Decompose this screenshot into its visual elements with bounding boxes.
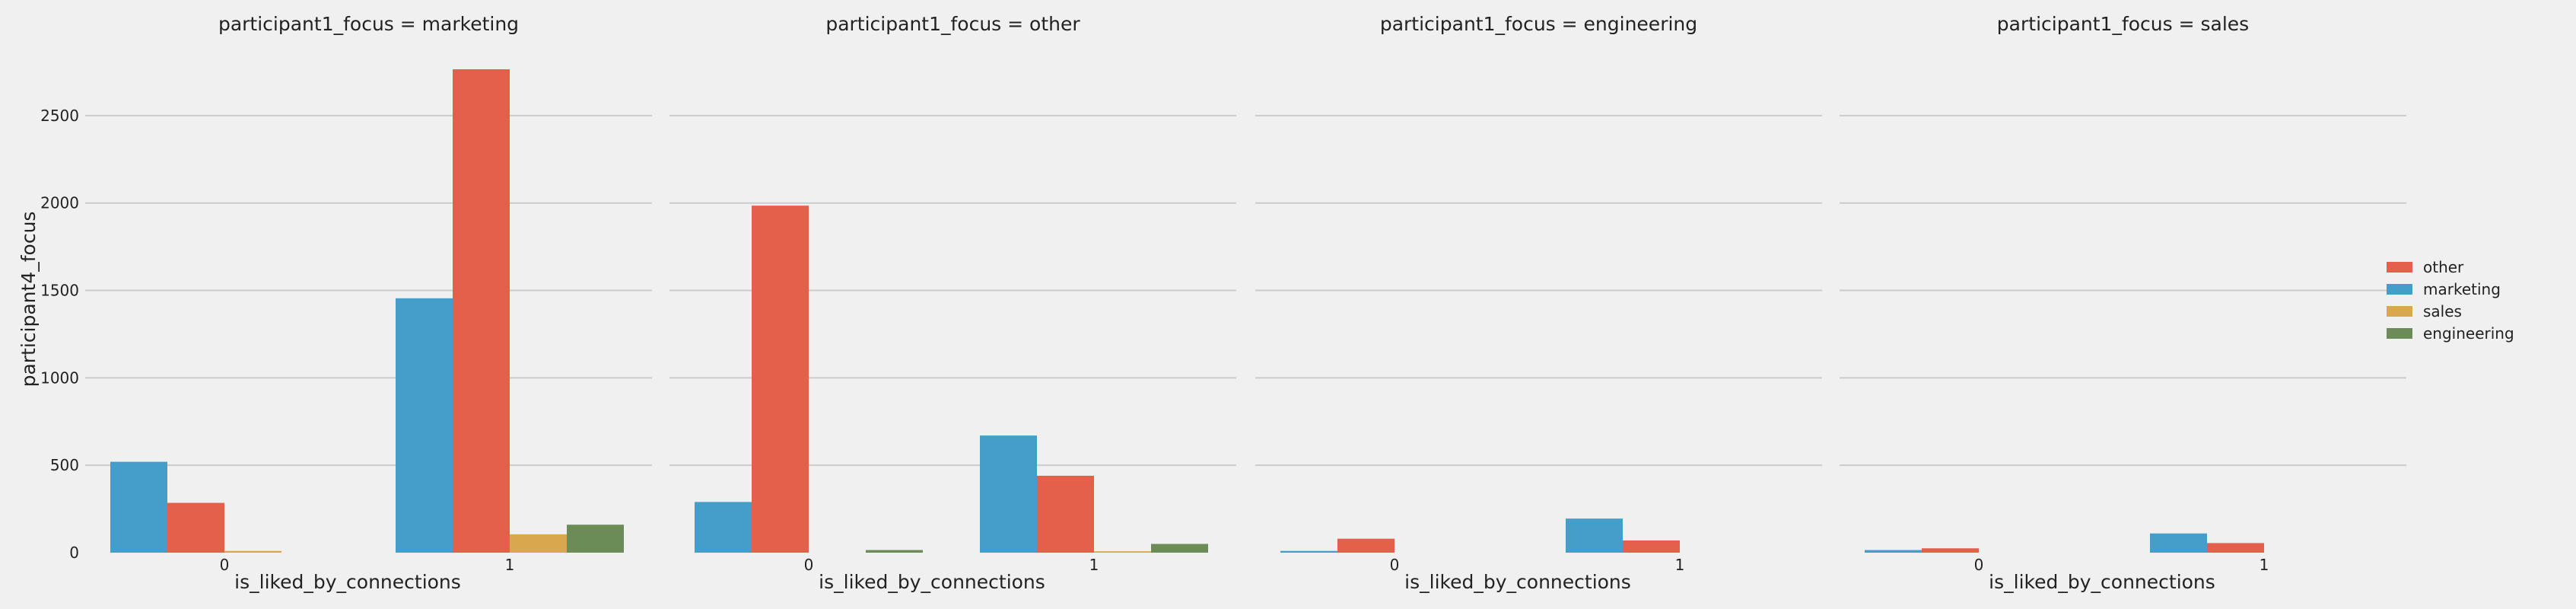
x-tick-label: 1	[505, 556, 515, 574]
bar-engineering-1	[567, 525, 624, 553]
bar-other-1	[2207, 543, 2264, 553]
panel-title: participant1_focus = marketing	[218, 13, 519, 35]
bar-engineering-0	[866, 550, 923, 553]
bar-other-1	[1037, 475, 1094, 553]
bar-marketing-1	[2150, 533, 2207, 553]
bar-marketing-0	[110, 461, 167, 553]
facet-panel-0: participant1_focus = marketing 0 1 is_liked…	[85, 13, 652, 593]
legend-swatch-sales	[2387, 306, 2412, 317]
bar-marketing-1	[980, 435, 1037, 553]
x-tick-label: 0	[804, 556, 814, 574]
legend-label-sales: sales	[2423, 302, 2462, 320]
x-axis-label: is_liked_by_connections	[1404, 571, 1631, 593]
bar-engineering-1	[1151, 544, 1208, 553]
bar-other-0	[1922, 548, 1979, 553]
x-axis-label: is_liked_by_connections	[1989, 571, 2215, 593]
y-tick-label: 2000	[40, 194, 79, 212]
x-tick-label: 1	[1675, 556, 1685, 574]
facet-panel-2: participant1_focus = engineering 0 1 is_lik…	[1255, 13, 1822, 593]
bar-sales-0	[224, 550, 281, 553]
bar-other-1	[453, 69, 510, 553]
y-tick-label: 0	[69, 544, 79, 562]
x-tick-label: 1	[1089, 556, 1099, 574]
legend-swatch-other	[2387, 262, 2412, 273]
x-tick-label: 0	[1974, 556, 1984, 574]
bar-marketing-1	[1566, 518, 1623, 553]
legend: other marketing sales engineering	[2387, 258, 2514, 343]
x-axis-label: is_liked_by_connections	[234, 571, 461, 593]
x-tick-label: 0	[1390, 556, 1400, 574]
panel-title: participant1_focus = engineering	[1380, 13, 1697, 35]
bar-marketing-0	[1280, 550, 1337, 553]
legend-swatch-marketing	[2387, 284, 2412, 295]
legend-swatch-engineering	[2387, 328, 2412, 339]
legend-label-other: other	[2423, 258, 2464, 276]
bar-marketing-0	[695, 502, 752, 553]
y-axis-label: participant4_focus	[17, 212, 40, 387]
y-tick-label: 2500	[40, 107, 79, 125]
bar-sales-1	[1094, 551, 1151, 553]
bar-other-0	[752, 206, 809, 553]
x-tick-label: 0	[220, 556, 230, 574]
bar-other-1	[1623, 540, 1680, 553]
x-axis-label: is_liked_by_connections	[819, 571, 1045, 593]
panel-title: participant1_focus = sales	[1997, 13, 2249, 35]
bar-marketing-1	[396, 298, 453, 553]
y-tick-label: 500	[50, 456, 79, 474]
y-tick-label: 1000	[40, 368, 79, 387]
y-tick-label: 1500	[40, 282, 79, 300]
bar-other-0	[167, 502, 224, 553]
bar-other-0	[1337, 538, 1395, 553]
bar-marketing-0	[1865, 550, 1922, 553]
legend-label-marketing: marketing	[2423, 280, 2501, 298]
bar-sales-1	[510, 534, 567, 553]
facet-panel-1: participant1_focus = other 0 1 is_liked_by_…	[669, 13, 1236, 593]
panel-title: participant1_focus = other	[825, 13, 1080, 35]
facet-panel-3: participant1_focus = sales 0 1 is_liked_by_…	[1840, 13, 2406, 593]
x-tick-label: 1	[2260, 556, 2269, 574]
legend-label-engineering: engineering	[2423, 324, 2514, 343]
